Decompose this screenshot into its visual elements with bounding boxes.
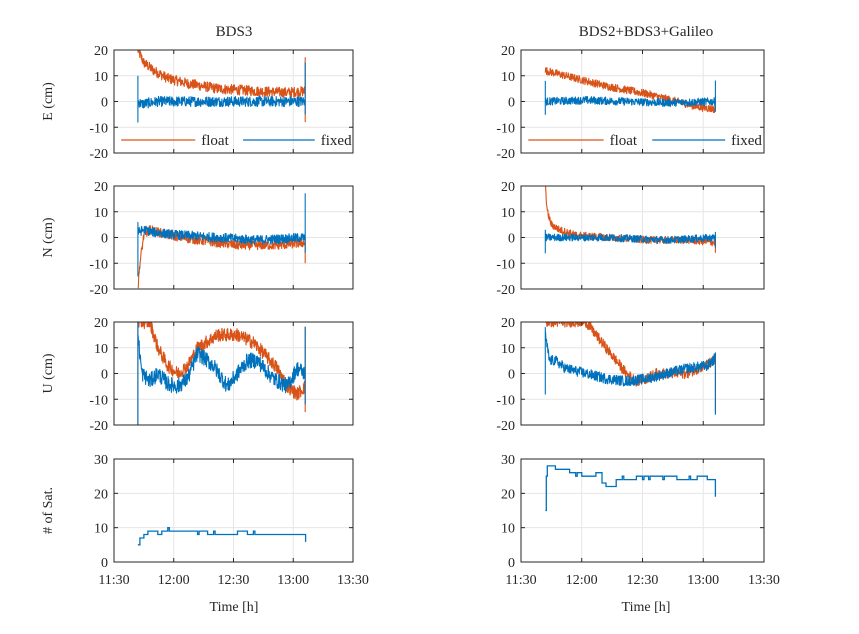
column-title-multi-gnss: BDS2+BDS3+Galileo [579,24,713,40]
legend-label-fixed: fixed [731,133,762,149]
panel-e-multi: -20 -10 0 10 20 float fixed [496,44,765,162]
x-tick-label: 12:30 [627,573,659,588]
y-tick-label: -10 [496,121,515,136]
plot-area [137,527,307,546]
y-tick-label: -10 [89,121,108,136]
y-tick-label: 0 [101,96,108,111]
y-tick-label: -10 [496,393,515,408]
y-tick-label: -20 [496,283,515,298]
series-line-float [137,322,306,425]
panel-u-bds3: -20 -10 0 10 20 U (cm) [41,316,354,434]
y-tick-label: 30 [501,453,515,468]
y-tick-label: 10 [94,206,108,221]
y-tick-label: 20 [501,44,515,59]
series-line-fixed [544,327,716,415]
y-tick-label: 10 [501,70,515,85]
y-tick-label: -20 [89,419,108,434]
panel-n-multi: -20 -10 0 10 20 [496,180,765,298]
y-tick-label: -20 [89,283,108,298]
y-tick-label: 20 [94,316,108,331]
panel-sat-multi: 0 10 20 30 11:30 12:00 12:30 13:00 13:30 [501,453,780,588]
y-tick-label: -20 [496,147,515,162]
x-tick-label: 13:00 [277,573,309,588]
plot-area [137,322,306,425]
y-tick-label: 20 [94,44,108,59]
plot-area [544,186,716,254]
x-tick-label: 12:30 [218,573,250,588]
y-tick-label: -20 [89,147,108,162]
y-tick-label: 0 [508,368,515,383]
series-line-float [544,186,716,253]
x-axis-label-left: Time [h] [210,600,259,615]
legend-label-fixed: fixed [321,133,352,149]
y-tick-label: 30 [94,453,108,468]
y-tick-label: 20 [94,180,108,195]
series-line-float [544,67,716,114]
y-tick-label: 10 [501,522,515,537]
x-tick-label: 12:00 [158,573,190,588]
series-line-fixed [137,193,306,277]
x-tick-label: 13:30 [337,573,369,588]
y-tick-label: -10 [496,257,515,272]
series-line-fixed [137,322,306,425]
x-tick-label: 13:00 [687,573,719,588]
panel-u-multi: -20 -10 0 10 20 [496,316,765,434]
y-tick-label: 20 [501,316,515,331]
x-tick-label: 13:30 [748,573,780,588]
y-tick-label: -20 [496,419,515,434]
panel-n-bds3: -20 -10 0 10 20 N (cm) [41,180,354,298]
y-axis-label: U (cm) [41,353,56,393]
y-tick-label: 20 [94,487,108,502]
series-line-float [137,50,306,123]
y-tick-label: 20 [501,487,515,502]
series-line-fixed [137,62,306,123]
y-tick-label: 10 [94,522,108,537]
y-tick-label: 0 [101,232,108,247]
x-tick-label: 11:30 [98,573,129,588]
panel-e-bds3: -20 -10 0 10 20 E (cm) float fixed [41,44,354,162]
y-tick-label: -10 [89,393,108,408]
legend: float fixed [528,133,762,149]
y-tick-label: 10 [94,70,108,85]
legend-label-float: float [201,133,229,149]
y-tick-label: 0 [508,232,515,247]
plot-area [137,50,306,123]
plot-area [545,465,717,512]
panel-sat-bds3: 0 10 20 30 11:30 12:00 12:30 13:00 13:30 # of Sat… [41,453,369,588]
y-axis-label: E (cm) [41,82,56,121]
legend-label-float: float [610,133,638,149]
series-line-satellites [545,465,717,512]
y-tick-label: 0 [508,556,515,571]
y-tick-label: 10 [94,342,108,357]
plot-area [544,322,716,415]
y-tick-label: 20 [501,180,515,195]
y-tick-label: 10 [501,342,515,357]
series-line-satellites [137,527,307,546]
legend: float fixed [121,133,352,149]
x-tick-label: 12:00 [566,573,598,588]
x-axis-label-right: Time [h] [622,600,671,615]
y-tick-label: 0 [101,368,108,383]
plot-area [544,67,716,115]
column-title-bds3: BDS3 [216,24,253,40]
y-axis-label: # of Sat. [41,487,56,534]
y-tick-label: 0 [101,556,108,571]
y-tick-label: -10 [89,257,108,272]
y-axis-label: N (cm) [41,217,56,257]
x-tick-label: 11:30 [505,573,536,588]
plot-area [137,193,306,289]
y-tick-label: 0 [508,96,515,111]
series-line-fixed [544,80,716,115]
y-tick-label: 10 [501,206,515,221]
series-line-fixed [544,229,716,254]
